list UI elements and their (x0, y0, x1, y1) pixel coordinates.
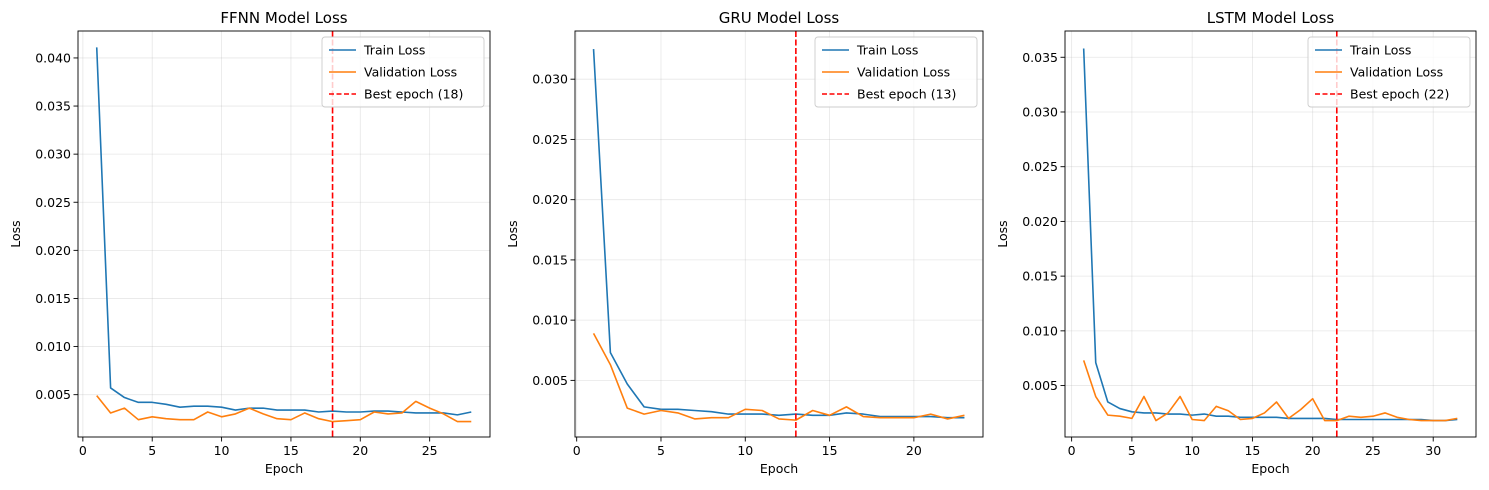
y-tick-label: 0.030 (35, 147, 71, 162)
x-tick-label: 20 (906, 443, 922, 458)
chart-title: GRU Model Loss (719, 9, 840, 27)
series-line-train-loss (95, 47, 472, 416)
y-tick-label: 0.025 (1022, 159, 1058, 174)
x-tick-label: 15 (1244, 443, 1260, 458)
x-tick-label: 20 (1305, 443, 1321, 458)
x-tick-label: 10 (737, 443, 753, 458)
axes-frame (77, 30, 491, 438)
chart-1: 0 5 10 15 20 25 0.005 0.010 0.015 0.020 0.025 0.030… (8, 9, 491, 476)
y-tick-label: 0.030 (532, 72, 568, 87)
chart-title: LSTM Model Loss (1207, 9, 1335, 27)
series-line-train-loss (592, 49, 965, 419)
y-tick-label: 0.015 (35, 291, 71, 306)
chart-2: 0 5 10 15 20 0.005 0.010 0.015 0.020 0.025 0.030 GR… (505, 9, 984, 476)
x-tick-label: 5 (148, 443, 156, 458)
legend: Train Loss Validation Loss Best epoch (22) (1307, 36, 1471, 108)
y-tick-label: 0.010 (35, 339, 71, 354)
x-tick-label: 25 (422, 443, 438, 458)
y-tick-label: 0.010 (532, 313, 568, 328)
series-line-validation-loss (592, 333, 965, 421)
series-line-validation-loss (96, 395, 472, 423)
y-tick-label: 0.035 (1022, 50, 1058, 65)
legend-label-best-epoch: Best epoch (18) (364, 87, 463, 102)
x-tick-label: 0 (1068, 443, 1076, 458)
y-tick-label: 0.015 (1022, 269, 1058, 284)
series-line-train-loss (1082, 48, 1458, 422)
legend-box (321, 36, 485, 108)
y-tick-label: 0.040 (35, 50, 71, 65)
y-tick-label: 0.030 (1022, 104, 1058, 119)
x-tick-label: 10 (214, 443, 230, 458)
legend-box (1307, 36, 1471, 108)
y-axis-label: Loss (8, 220, 23, 247)
y-tick-label: 0.020 (1022, 214, 1058, 229)
y-tick-label: 0.020 (35, 243, 71, 258)
x-tick-label: 25 (1365, 443, 1381, 458)
x-tick-label: 5 (1128, 443, 1136, 458)
y-tick-label: 0.020 (532, 192, 568, 207)
legend-label-validation-loss: Validation Loss (364, 65, 457, 80)
x-tick-label: 15 (822, 443, 838, 458)
axes-frame (1064, 30, 1477, 438)
chart-3: 0 5 10 15 20 25 30 0.005 0.010 0.015 0.020 0.025 0.0… (995, 9, 1477, 476)
x-tick-label: 30 (1425, 443, 1441, 458)
legend-label-best-epoch: Best epoch (13) (857, 87, 956, 102)
axes-frame (574, 30, 984, 438)
y-axis-label: Loss (505, 220, 520, 247)
y-tick-label: 0.035 (35, 99, 71, 114)
y-tick-label: 0.005 (1022, 378, 1058, 393)
y-axis-label: Loss (995, 220, 1010, 247)
legend-label-best-epoch: Best epoch (22) (1350, 87, 1449, 102)
legend-label-validation-loss: Validation Loss (1350, 65, 1443, 80)
chart-title: FFNN Model Loss (220, 9, 347, 27)
x-tick-label: 20 (352, 443, 368, 458)
y-tick-label: 0.010 (1022, 323, 1058, 338)
series-line-validation-loss (1082, 360, 1458, 422)
legend: Train Loss Validation Loss Best epoch (18) (321, 36, 485, 108)
x-tick-label: 0 (573, 443, 581, 458)
legend-label-train-loss: Train Loss (363, 43, 425, 58)
y-tick-label: 0.025 (532, 132, 568, 147)
x-axis-label: Epoch (760, 461, 798, 476)
legend-label-train-loss: Train Loss (856, 43, 918, 58)
y-tick-label: 0.005 (532, 373, 568, 388)
x-tick-label: 15 (283, 443, 299, 458)
x-axis-label: Epoch (1251, 461, 1289, 476)
x-tick-label: 0 (79, 443, 87, 458)
legend: Train Loss Validation Loss Best epoch (13) (814, 36, 978, 108)
y-tick-label: 0.025 (35, 195, 71, 210)
x-tick-label: 10 (1184, 443, 1200, 458)
legend-label-validation-loss: Validation Loss (857, 65, 950, 80)
legend-label-train-loss: Train Loss (1349, 43, 1411, 58)
y-tick-label: 0.015 (532, 252, 568, 267)
x-axis-label: Epoch (265, 461, 303, 476)
legend-box (814, 36, 978, 108)
x-tick-label: 5 (657, 443, 665, 458)
y-tick-label: 0.005 (35, 387, 71, 402)
